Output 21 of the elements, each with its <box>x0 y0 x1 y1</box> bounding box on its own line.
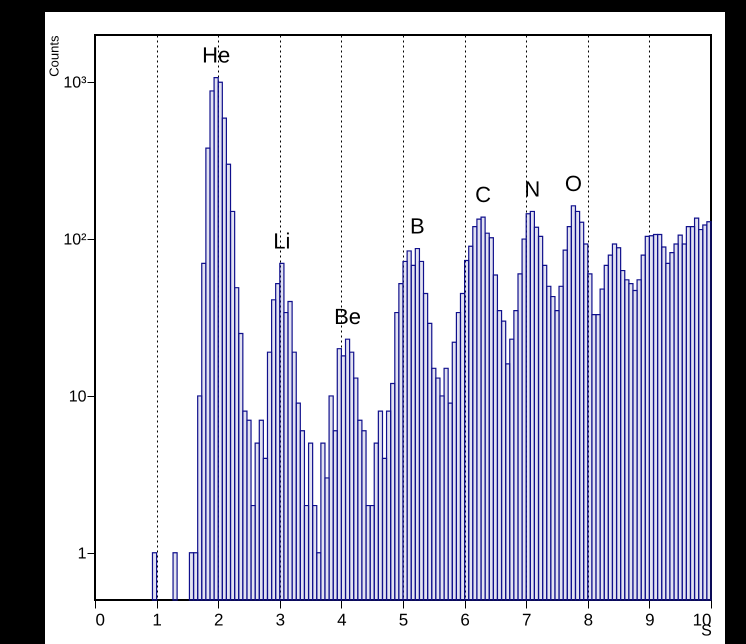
x-tick-label: 8 <box>584 610 594 630</box>
y-axis-title: Counts <box>46 35 62 77</box>
x-tick-label: 0 <box>96 610 105 630</box>
y-tick-label: 1 <box>78 545 87 562</box>
x-tick-label: 7 <box>522 610 532 630</box>
annotation: He <box>202 42 230 68</box>
x-tick-label: 2 <box>214 610 224 630</box>
y-tick-label: 10² <box>63 232 88 249</box>
x-tick-label: 9 <box>645 610 655 630</box>
annotation: Li <box>273 228 290 254</box>
x-tick-label: 3 <box>276 610 286 630</box>
x-tick-label: 1 <box>152 610 162 630</box>
y-tick-label: 10³ <box>63 74 88 92</box>
annotation: O <box>564 170 582 196</box>
x-tick-label: 6 <box>460 610 470 630</box>
y-tick-label: 10 <box>68 388 87 406</box>
x-tick-label: 4 <box>337 610 347 630</box>
x-tick-label: 5 <box>398 610 408 630</box>
annotation: C <box>475 182 492 208</box>
annotation: Be <box>334 304 362 330</box>
annotation: B <box>410 214 425 239</box>
